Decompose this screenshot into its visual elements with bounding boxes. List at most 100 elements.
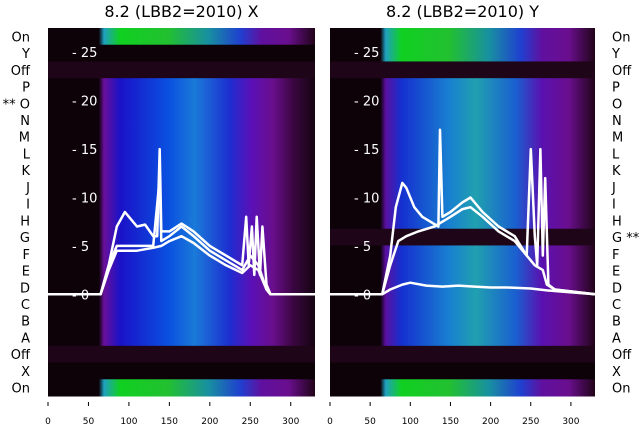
y-tick-label: - 15	[354, 143, 379, 158]
row-label: E	[612, 265, 620, 280]
row-label: L	[612, 147, 620, 162]
row-label: J	[25, 181, 30, 196]
row-label: I	[612, 198, 616, 213]
heatmap-row-0	[48, 28, 315, 46]
row-label: H	[20, 214, 30, 229]
row-label: Off	[11, 348, 31, 363]
row-label: K	[612, 164, 621, 179]
heatmap-row-21	[330, 379, 595, 397]
heatmap-row-5	[48, 111, 315, 129]
panel-title: 8.2 (LBB2=2010) Y	[386, 2, 539, 21]
series-line-trace-3	[48, 234, 315, 296]
row-label: D	[20, 281, 30, 296]
heatmap-row-3	[330, 78, 595, 96]
heatmap-row-1	[330, 44, 595, 62]
row-label: K	[21, 164, 30, 179]
heatmap-row-18	[48, 329, 315, 347]
y-tick-label: - 10	[72, 191, 97, 206]
heatmap-row-2	[48, 61, 315, 79]
y-tick-label: - 0	[354, 288, 371, 303]
heatmap-row-14	[330, 262, 595, 280]
x-tick-label: 50	[83, 417, 95, 427]
heatmap-row-20	[330, 362, 595, 380]
row-label: Y	[21, 47, 30, 62]
row-label: O	[612, 97, 622, 112]
x-tick-label: 0	[45, 417, 51, 427]
series-line-trace-2	[330, 205, 596, 296]
y-tick-label: - 25	[354, 46, 379, 61]
y-tick-label: - 5	[72, 240, 89, 255]
heatmap-row-14	[48, 262, 315, 280]
heatmap-row-4	[330, 94, 595, 113]
row-label: G **	[612, 231, 640, 246]
row-label: I	[26, 198, 30, 213]
x-tick-label: 0	[327, 417, 333, 427]
heatmap-row-19	[48, 345, 315, 364]
row-label: Off	[612, 64, 632, 79]
y-tick-label: - 10	[354, 191, 379, 206]
y-tick-label: - 25	[72, 46, 97, 61]
heatmap-row-11	[330, 212, 595, 230]
row-label: C	[612, 298, 621, 313]
series-line-trace-1	[330, 128, 596, 296]
heatmap-row-16	[330, 295, 595, 313]
heatmap-row-8	[330, 161, 595, 180]
heatmap-row-4	[48, 94, 315, 113]
row-label: L	[23, 147, 31, 162]
heatmap-row-9	[48, 178, 315, 196]
heatmap-row-17	[48, 312, 315, 330]
row-label: On	[612, 30, 630, 45]
heatmap-row-1	[48, 44, 315, 62]
heatmap-row-3	[48, 78, 315, 96]
row-label: F	[23, 248, 30, 263]
x-tick-label: 150	[442, 417, 459, 427]
row-label: P	[22, 81, 30, 96]
row-label: ** O	[3, 97, 30, 112]
heatmap-row-15	[48, 278, 315, 297]
heatmap-row-8	[48, 161, 315, 180]
row-label: Off	[612, 348, 632, 363]
x-tick-label: 100	[120, 417, 137, 427]
heatmap-row-7	[330, 145, 595, 163]
row-label: On	[12, 382, 30, 397]
row-label: H	[612, 214, 622, 229]
heatmap-row-17	[330, 312, 595, 330]
heatmap-row-2	[330, 61, 595, 79]
panel-title: 8.2 (LBB2=2010) X	[104, 2, 258, 21]
row-label: N	[612, 114, 622, 129]
heatmap-row-0	[330, 28, 595, 46]
row-label: B	[612, 315, 621, 330]
x-tick-label: 200	[482, 417, 499, 427]
row-label: J	[611, 181, 616, 196]
heatmap-row-6	[48, 128, 315, 146]
heatmap-row-5	[330, 111, 595, 129]
row-label: On	[612, 382, 630, 397]
series-line-trace-1	[48, 147, 315, 296]
x-tick-label: 250	[522, 417, 539, 427]
heatmap-row-16	[48, 295, 315, 313]
series-line-trace-2	[48, 176, 315, 296]
x-tick-label: 300	[562, 417, 579, 427]
heatmap-row-6	[330, 128, 595, 146]
row-label: A	[612, 331, 621, 346]
series-line-trace-3	[330, 281, 596, 296]
y-tick-label: - 20	[72, 95, 97, 110]
row-label: B	[21, 315, 30, 330]
y-tick-label: - 5	[354, 240, 371, 255]
x-tick-label: 200	[201, 417, 218, 427]
row-label: G	[20, 231, 30, 246]
y-tick-label: - 20	[354, 95, 379, 110]
row-label: E	[22, 265, 30, 280]
row-label: D	[612, 281, 622, 296]
row-label: N	[20, 114, 30, 129]
row-label: P	[612, 81, 620, 96]
y-tick-label: - 0	[72, 288, 89, 303]
row-label: Y	[611, 47, 620, 62]
row-label: Off	[11, 64, 31, 79]
y-tick-label: - 15	[72, 143, 97, 158]
heatmap-row-10	[48, 195, 315, 213]
